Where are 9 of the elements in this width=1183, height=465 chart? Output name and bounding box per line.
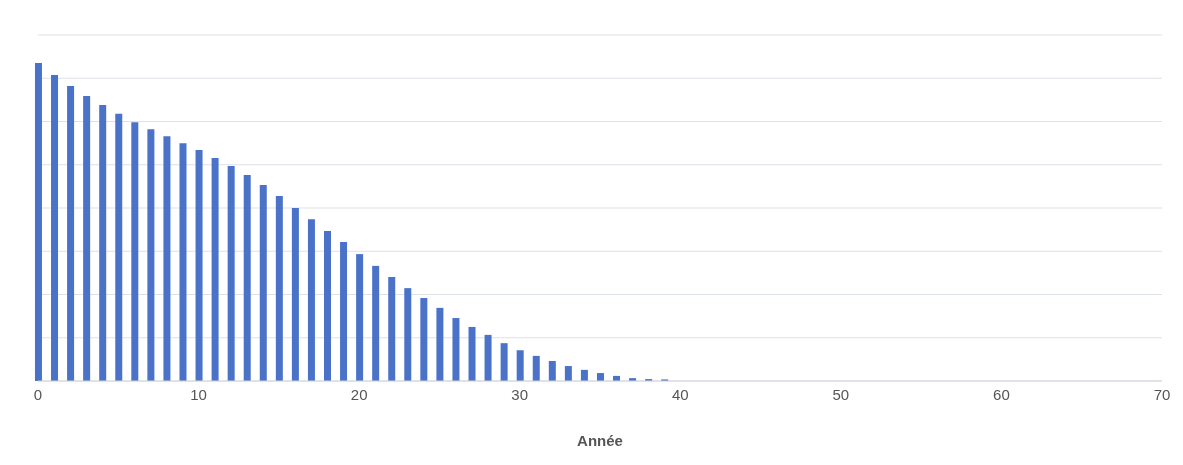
x-tick-label: 60 [993,385,1010,403]
x-tick-label: 0 [33,385,43,403]
x-tick-label: 10 [190,385,207,403]
x-tick-label: 30 [511,385,529,403]
x-tick-label: 70 [1153,385,1171,403]
x-axis-title: Année [577,432,623,449]
x-tick-label: 50 [832,385,850,403]
x-tick-label: 40 [671,385,689,403]
x-tick-label: 20 [350,385,368,403]
